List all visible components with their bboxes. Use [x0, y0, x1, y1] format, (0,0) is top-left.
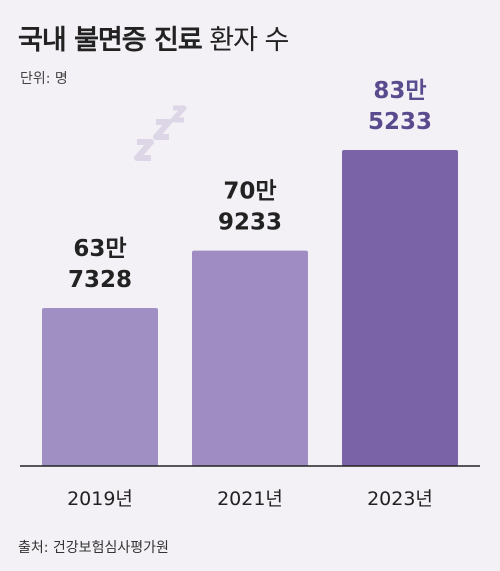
- data-label-0-0: 63만: [73, 236, 126, 262]
- bar-1: [192, 250, 308, 466]
- data-label-1-0: 70만: [223, 179, 276, 205]
- data-label-0-1: 7328: [68, 267, 132, 293]
- data-label-2-0: 83만: [373, 78, 426, 104]
- x-tick-label-2: 2023년: [367, 488, 433, 510]
- bar-0: [42, 308, 158, 466]
- source-label: 출처: 건강보험심사평가원: [18, 540, 169, 556]
- data-label-2-1: 5233: [368, 109, 432, 135]
- x-tick-label-0: 2019년: [67, 488, 133, 510]
- chart-title-light: 환자 수: [209, 25, 289, 56]
- x-tick-label-1: 2021년: [217, 488, 283, 510]
- unit-label: 단위: 명: [20, 71, 68, 87]
- moon-zzz-icon: [105, 105, 187, 194]
- bar-2: [342, 150, 458, 466]
- chart-title: 국내 불면증 진료 환자 수: [18, 18, 289, 57]
- data-label-1-1: 9233: [218, 210, 282, 236]
- chart-title-bold: 국내 불면증 진료: [18, 25, 203, 56]
